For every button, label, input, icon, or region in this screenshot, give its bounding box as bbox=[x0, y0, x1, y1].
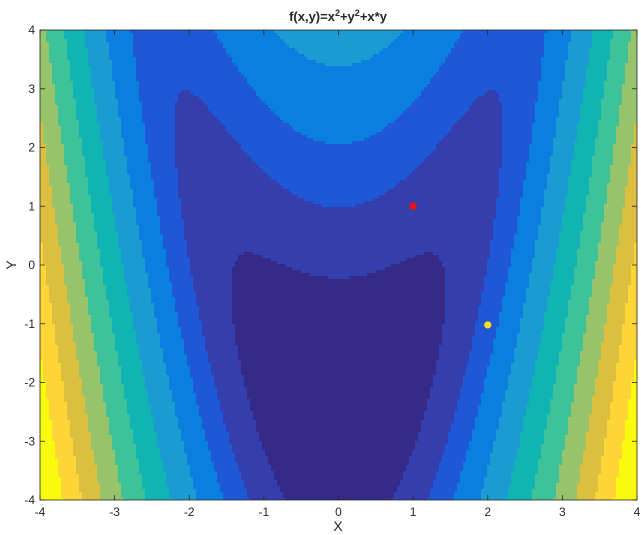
y-tick-label: -3 bbox=[24, 434, 35, 448]
y-tick-label: -2 bbox=[24, 376, 35, 390]
y-tick-label: -4 bbox=[24, 493, 35, 507]
contour-fill bbox=[40, 30, 638, 502]
plot-area bbox=[40, 30, 638, 502]
x-tick-label: -4 bbox=[35, 505, 46, 519]
y-tick-label: 0 bbox=[28, 258, 35, 272]
x-tick-label: 0 bbox=[335, 505, 342, 519]
x-tick-label: -1 bbox=[259, 505, 270, 519]
x-tick-label: -3 bbox=[109, 505, 120, 519]
y-tick-label: 4 bbox=[28, 23, 35, 37]
y-tick-label: 1 bbox=[28, 199, 35, 213]
x-tick-label: 2 bbox=[484, 505, 491, 519]
y-tick-label: -1 bbox=[24, 317, 35, 331]
x-tick-label: 4 bbox=[634, 505, 641, 519]
x-tick-label: 3 bbox=[559, 505, 566, 519]
y-tick-label: 3 bbox=[28, 82, 35, 96]
chart-title: f(x,y)=x2+y2+x*y bbox=[289, 8, 388, 24]
y-tick-label: 2 bbox=[28, 141, 35, 155]
data-point-1 bbox=[410, 203, 417, 210]
x-axis-label: X bbox=[333, 518, 343, 534]
x-tick-label: 1 bbox=[410, 505, 417, 519]
x-tick-label: -2 bbox=[184, 505, 195, 519]
y-axis-label: Y bbox=[3, 260, 19, 270]
data-point-2 bbox=[484, 321, 491, 328]
